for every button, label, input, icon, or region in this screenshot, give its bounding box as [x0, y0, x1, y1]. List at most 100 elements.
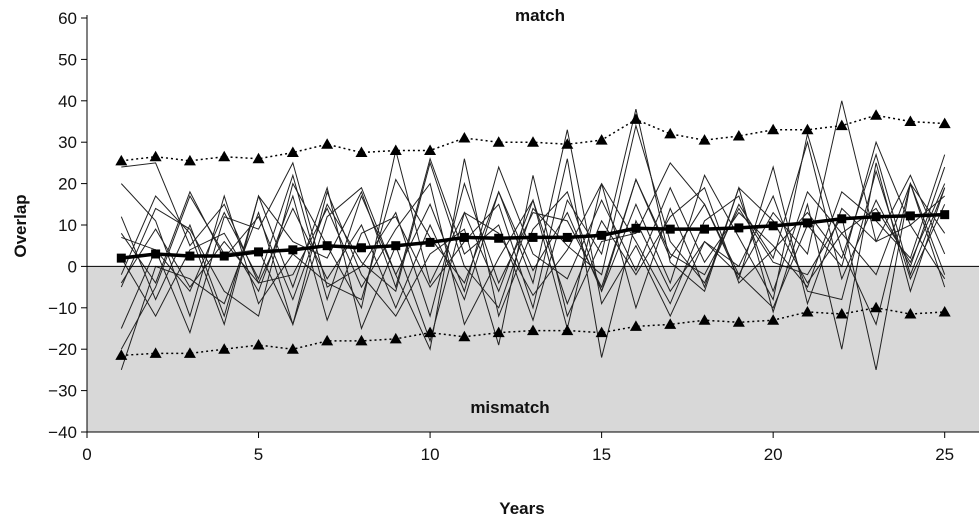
y-tick-label: 50 [58, 50, 77, 69]
y-tick-label: −10 [48, 299, 77, 318]
individual-series-line-8 [120, 158, 946, 358]
lower-bound-marker [629, 320, 642, 331]
mean-marker [528, 232, 538, 242]
mean-marker [597, 230, 607, 240]
upper-bound-marker [835, 119, 848, 131]
lower-bound-marker [835, 308, 848, 319]
mean-marker [700, 224, 710, 234]
lower-bound-marker [321, 334, 334, 346]
y-axis-title: Overlap [11, 194, 30, 257]
upper-bound-marker [183, 154, 196, 166]
x-tick-label: 10 [421, 445, 440, 464]
upper-bound-marker [321, 138, 334, 149]
lower-bound-marker [870, 301, 883, 313]
lower-bound-marker [904, 308, 917, 319]
individual-series-line-7 [120, 161, 946, 371]
upper-bound-marker [492, 136, 505, 147]
mean-marker [734, 223, 744, 233]
lower-bound-marker [424, 326, 437, 338]
lower-bound-marker [938, 305, 951, 317]
upper-bound-marker [629, 113, 642, 124]
upper-bound-marker [218, 150, 231, 162]
lower-bound-marker [801, 305, 814, 317]
lower-bound-marker [389, 332, 402, 344]
mean-marker [871, 212, 881, 222]
upper-bound-marker [286, 146, 299, 158]
mean-marker [185, 251, 195, 261]
region-label-match: match [515, 6, 565, 25]
upper-bound-marker [458, 132, 471, 143]
mean-marker [494, 233, 504, 243]
mean-marker [905, 211, 915, 221]
mean-marker [288, 245, 298, 255]
lower-bound-marker [527, 324, 539, 336]
individual-series-line-3 [120, 123, 946, 309]
upper-bound-marker [767, 123, 780, 135]
lower-bound-marker [252, 339, 265, 350]
x-tick-label: 20 [764, 445, 783, 464]
mean-marker [391, 241, 401, 251]
mean-series-group [116, 210, 950, 263]
upper-bound-marker [870, 109, 883, 120]
mean-marker [254, 247, 264, 257]
y-tick-label: 20 [58, 175, 77, 194]
lower-bound-marker [664, 318, 677, 329]
upper-bound-marker [732, 129, 745, 141]
lower-bound-marker [149, 347, 162, 358]
mean-marker [116, 253, 126, 263]
upper-bound-marker [115, 154, 128, 166]
mean-marker [940, 210, 950, 220]
lower-bound-marker [286, 343, 299, 354]
lower-bound-marker [698, 314, 711, 325]
bound-series-group [115, 109, 951, 360]
x-tick-label: 0 [82, 445, 91, 464]
mean-marker [665, 224, 675, 234]
y-tick-label: 10 [58, 216, 77, 235]
lower-bound-marker [767, 314, 780, 325]
x-axis-title: Years [499, 499, 544, 518]
individual-series-line-6 [120, 178, 946, 371]
mean-marker [219, 251, 229, 261]
upper-bound-marker [424, 144, 437, 155]
y-tick-label: 0 [68, 257, 77, 276]
upper-bound-marker [595, 134, 608, 145]
lower-bound-marker [595, 326, 608, 338]
upper-bound-marker [149, 150, 162, 162]
lower-bound-marker [115, 349, 128, 360]
lower-bound-marker [218, 343, 231, 354]
ticks: −40 −30 −20 −10 0 10 20 30 40 50 60 0 5 10 15 20 25 [48, 9, 954, 464]
individual-series-line-14 [120, 100, 946, 318]
upper-bound-marker [664, 127, 677, 139]
lower-bound-marker [492, 326, 505, 338]
mean-marker [151, 249, 161, 259]
region-label-mismatch: mismatch [470, 398, 549, 417]
mean-marker [802, 218, 812, 228]
x-tick-label: 5 [254, 445, 263, 464]
mean-marker [322, 241, 332, 251]
lower-bound-marker [183, 347, 196, 358]
mismatch-region [87, 266, 979, 432]
y-tick-label: −40 [48, 423, 77, 442]
upper-bound-marker [355, 146, 368, 158]
lower-bound-marker [732, 316, 745, 327]
individual-series-line-13 [120, 108, 946, 326]
upper-bound-marker [938, 117, 951, 129]
upper-bound-marker [252, 152, 265, 164]
mean-marker [356, 243, 366, 253]
y-tick-label: −30 [48, 382, 77, 401]
mean-marker [631, 223, 641, 233]
upper-bound-marker [904, 115, 917, 126]
lower-bound-marker [458, 330, 471, 342]
mean-marker [768, 221, 778, 231]
upper-bound-marker [389, 144, 402, 155]
mean-marker [425, 237, 435, 247]
upper-bound-marker [561, 138, 574, 149]
upper-bound-marker [698, 134, 711, 145]
axes [86, 15, 979, 433]
x-tick-label: 25 [935, 445, 954, 464]
individual-series-line-10 [120, 150, 946, 317]
upper-bound-marker [801, 123, 814, 135]
y-tick-label: 60 [58, 9, 77, 28]
